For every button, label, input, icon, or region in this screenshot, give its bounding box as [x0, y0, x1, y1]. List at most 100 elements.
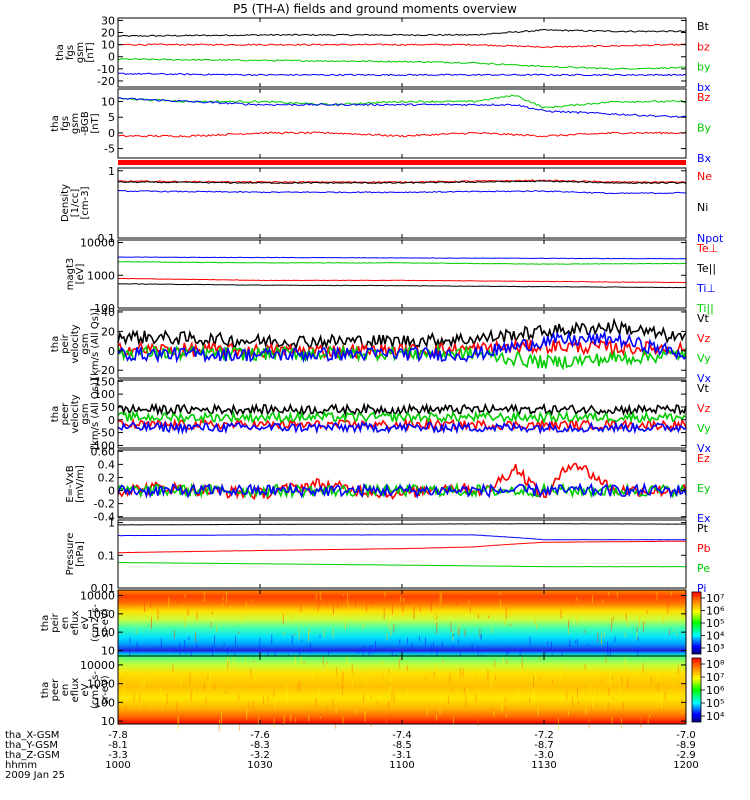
y-axis-label-line: [mV/m] — [75, 465, 86, 503]
spectrogram-speck — [439, 706, 441, 715]
spectrogram-speck — [614, 636, 616, 643]
spectrogram-speck — [123, 601, 125, 604]
y-tick-label: 10000 — [80, 659, 115, 672]
x-row-value: 1100 — [389, 760, 414, 771]
spectrogram-speck — [371, 645, 373, 654]
spectrogram-speck — [456, 689, 458, 697]
y-tick-label: 10000 — [80, 590, 115, 603]
spectrogram-speck — [504, 696, 506, 703]
spectrogram-speck — [452, 716, 454, 724]
y-axis-label-line: gsm — [75, 42, 86, 63]
series-Bt — [117, 28, 687, 38]
spectrogram-speck — [539, 657, 541, 661]
y-tick-label: 10000 — [80, 237, 115, 250]
spectrogram-speck — [393, 693, 395, 704]
spectrogram-speck — [447, 695, 449, 704]
spectrogram-speck — [245, 601, 247, 609]
spectrogram-speck — [619, 680, 621, 693]
spectrogram-speck — [436, 647, 438, 658]
spectrogram-speck — [279, 664, 281, 668]
spectrogram-speck — [503, 657, 504, 662]
x-row-value: -3.2 — [250, 750, 270, 761]
y-tick-label: 10 — [101, 644, 115, 657]
spectrogram-speck — [479, 628, 481, 638]
spectrogram-speck — [441, 641, 443, 650]
panel-3: 1 0.1 Density[1/cc][cm-3] Ne Ni Npot — [60, 165, 724, 245]
spectrogram-speck — [297, 683, 299, 691]
spectrogram-speck — [151, 616, 152, 629]
spectrogram-speck — [366, 602, 367, 612]
spectrogram-speck — [195, 632, 197, 643]
y-axis-label: magt3[eV] — [65, 258, 86, 291]
spectrogram-speck — [239, 723, 241, 731]
spectrogram-speck — [496, 693, 498, 702]
spectrogram-speck — [488, 615, 490, 619]
legend-label: Te⊥ — [696, 242, 718, 255]
spectrogram-speck — [129, 637, 131, 644]
y-axis-label-line: tha — [50, 115, 61, 131]
spectrogram-speck — [227, 661, 229, 672]
spectrogram-speck — [357, 649, 359, 655]
spectrogram-speck — [333, 604, 334, 615]
spectrogram-speck — [441, 694, 443, 698]
y-tick-label: 10 — [101, 715, 115, 728]
spectrogram-speck — [471, 643, 473, 653]
spectrogram-speck — [533, 687, 535, 695]
spectrogram-speck — [291, 616, 293, 622]
spectrogram-speck — [118, 591, 120, 602]
legend-label: Ni — [697, 201, 708, 214]
spectrogram-speck — [491, 672, 493, 685]
y-axis-label-line: eflux — [70, 678, 81, 703]
y-axis-label-line: en — [60, 617, 71, 630]
spectrogram-speck — [266, 704, 268, 708]
legend-label: Ey — [697, 482, 711, 495]
spectrogram-speck — [223, 642, 225, 645]
panel-frame — [117, 239, 687, 309]
spectrogram-speck — [647, 719, 649, 725]
spectrogram-speck — [320, 597, 322, 601]
spectrogram-speck — [230, 679, 232, 684]
spectrogram-speck — [568, 629, 569, 635]
series-Vt — [117, 317, 687, 351]
spectrogram-speck — [381, 659, 383, 666]
colorbar-tick-label: 10⁴ — [706, 710, 725, 723]
spectrogram-speck — [370, 695, 372, 699]
spectrogram-speck — [372, 598, 374, 605]
y-axis-label-line: tha — [50, 406, 61, 422]
spectrogram-speck — [661, 698, 662, 709]
spectrogram-speck — [259, 638, 261, 650]
spectrogram-speck — [273, 718, 275, 728]
spectrogram-speck — [226, 656, 228, 663]
spectrogram-speck — [342, 716, 344, 726]
spectrogram-speck — [342, 685, 344, 695]
spectrogram-speck — [475, 694, 477, 703]
spectrogram-speck — [458, 622, 460, 630]
spectrogram-speck — [529, 697, 530, 703]
colorbar-scale — [691, 657, 702, 723]
spectrogram-speck — [196, 612, 198, 620]
spectrogram-speck — [327, 650, 329, 655]
spectrogram-speck — [504, 618, 506, 626]
y-tick-label: 1000 — [87, 608, 115, 621]
spectrogram-speck — [506, 658, 508, 664]
spectrogram-speck — [384, 591, 386, 597]
spectrogram-speck — [506, 652, 508, 656]
colorbar-scale — [691, 591, 702, 655]
spectrogram-speck — [391, 690, 393, 702]
spectrogram-speck — [533, 675, 534, 688]
spectrogram-speck — [294, 633, 296, 636]
series-bx — [117, 72, 687, 77]
spectrogram-speck — [369, 665, 371, 671]
x-row-value: -7.0 — [676, 730, 696, 741]
spectrogram-speck — [440, 692, 442, 704]
series-Pi — [117, 534, 687, 541]
spectrogram-speck — [487, 669, 489, 681]
spectrogram-speck — [226, 591, 227, 603]
y-tick-label: 0.2 — [98, 471, 116, 484]
spectrogram-speck — [169, 670, 171, 675]
legend-label: Vz — [697, 402, 711, 415]
x-row-value: -3.3 — [108, 750, 128, 761]
spectrogram-speck — [611, 717, 613, 726]
spectrogram-speck — [490, 682, 492, 691]
y-tick-label: 10 — [101, 96, 115, 109]
